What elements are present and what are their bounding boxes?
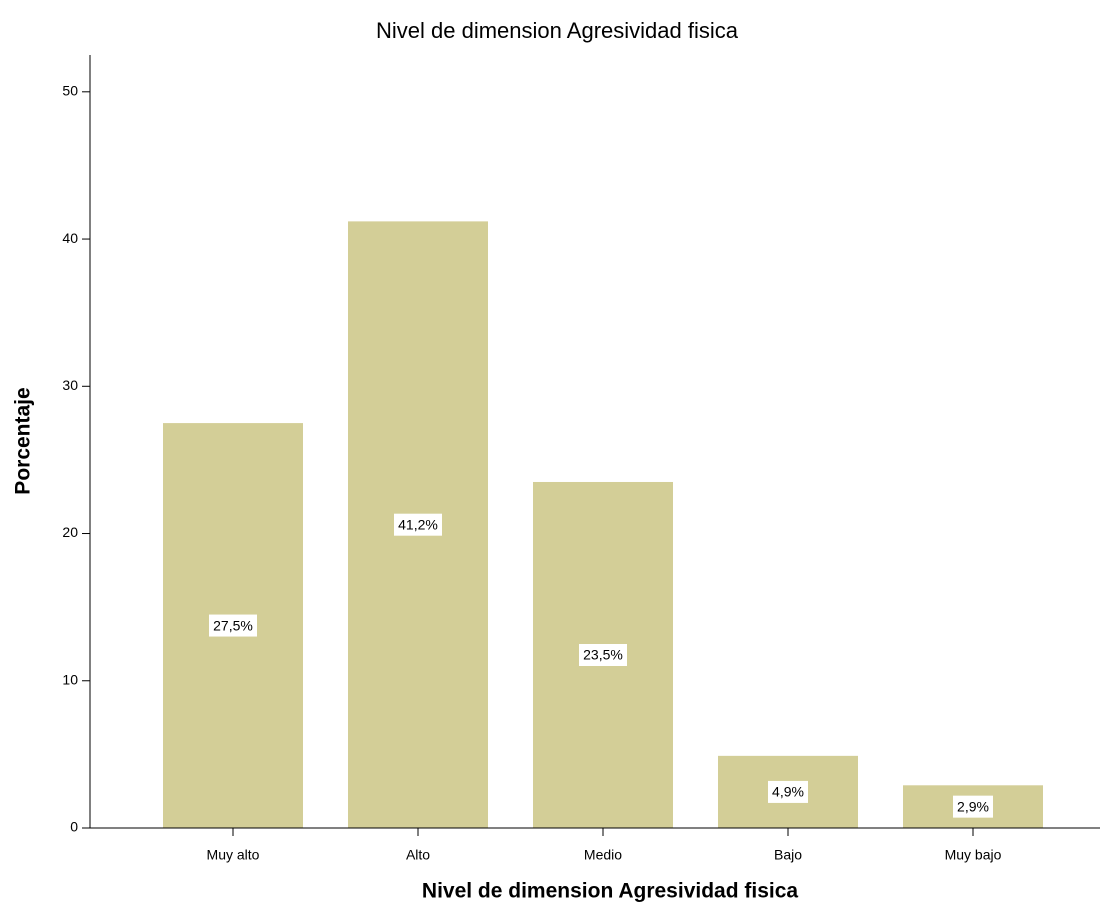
value-label: 27,5% (213, 617, 253, 633)
y-tick-label: 20 (62, 524, 78, 540)
value-label: 23,5% (583, 647, 623, 663)
y-tick-label: 40 (62, 230, 78, 246)
x-tick-label: Medio (584, 847, 622, 863)
value-label-box (953, 795, 993, 818)
chart-title: Nivel de dimension Agresividad fisica (376, 18, 739, 43)
y-tick-label: 30 (62, 377, 78, 393)
value-label-box (394, 513, 442, 536)
y-tick-label: 0 (70, 819, 78, 835)
value-label: 2,9% (957, 798, 989, 814)
y-tick-label: 50 (62, 83, 78, 99)
value-label-box (579, 643, 627, 666)
value-label-box (209, 614, 257, 637)
y-axis-label: Porcentaje (12, 387, 35, 494)
value-label: 4,9% (772, 784, 804, 800)
x-tick-label: Muy bajo (945, 847, 1002, 863)
y-tick-label: 10 (62, 671, 78, 687)
value-label-box (768, 780, 808, 803)
x-axis-label: Nivel de dimension Agresividad fisica (422, 880, 798, 903)
x-tick-label: Muy alto (207, 847, 260, 863)
x-tick-label: Bajo (774, 847, 802, 863)
value-label: 41,2% (398, 516, 438, 532)
x-tick-label: Alto (406, 847, 430, 863)
